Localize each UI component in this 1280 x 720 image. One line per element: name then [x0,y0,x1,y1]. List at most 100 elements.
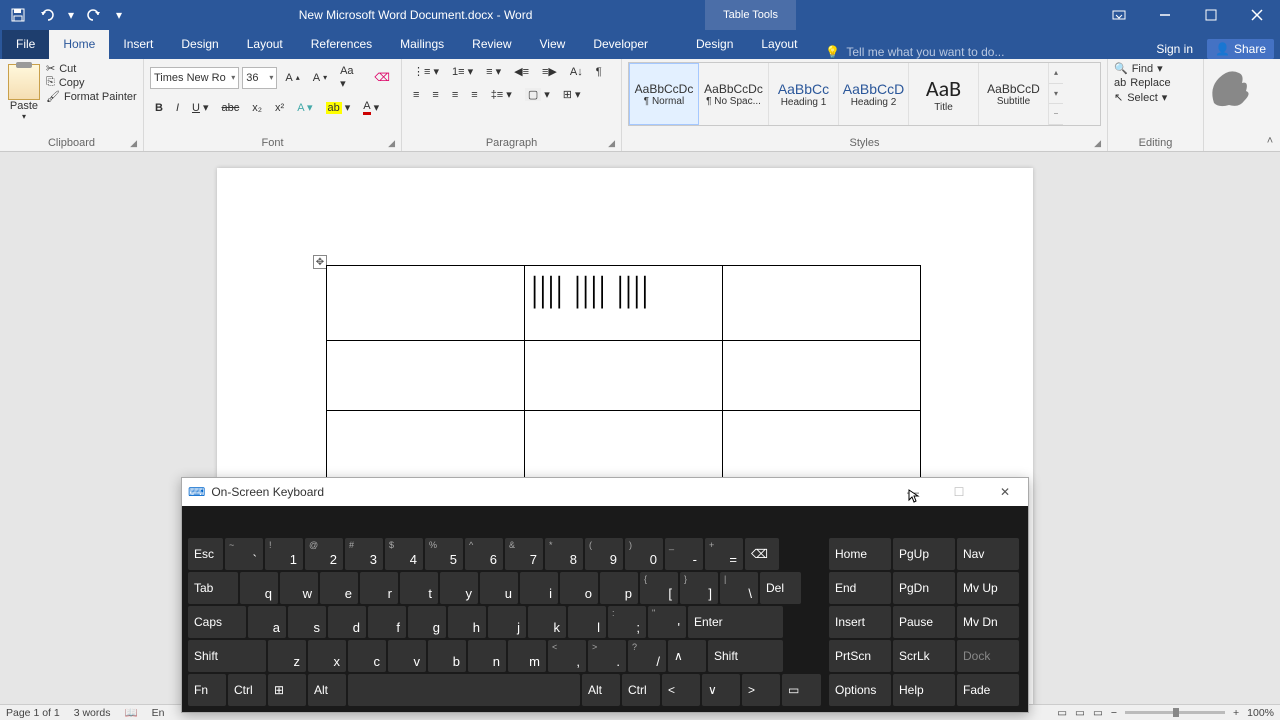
increase-indent-button[interactable]: ≡▶ [537,62,562,81]
change-case-button[interactable]: Aa ▾ [335,62,366,93]
osk-key-pgdn[interactable]: PgDn [893,572,955,604]
osk-key[interactable]: #3 [345,538,383,570]
align-right-button[interactable]: ≡ [447,86,463,104]
osk-key[interactable]: z [268,640,306,672]
osk-key[interactable]: q [240,572,278,604]
font-dialog-launcher[interactable]: ◢ [388,138,395,149]
osk-key-options[interactable]: Options [829,674,891,706]
osk-key[interactable]: j [488,606,526,638]
osk-key[interactable]: Alt [582,674,620,706]
table-cell[interactable] [327,341,525,411]
format-painter-button[interactable]: 🖌Format Painter [46,90,137,103]
tab-view[interactable]: View [526,30,580,59]
align-left-button[interactable]: ≡ [408,86,424,104]
tab-table-layout[interactable]: Layout [747,30,811,59]
osk-key-home[interactable]: Home [829,538,891,570]
table-cell[interactable] [525,341,723,411]
osk-key[interactable]: (9 [585,538,623,570]
styles-dialog-launcher[interactable]: ◢ [1094,138,1101,149]
osk-key[interactable]: %5 [425,538,463,570]
osk-maximize-button[interactable]: ☐ [936,478,982,506]
style-item[interactable]: AaBbCcDSubtitle [979,63,1049,125]
osk-key[interactable]: v [388,640,426,672]
osk-key[interactable]: *8 [545,538,583,570]
word-count[interactable]: 3 words [74,707,111,719]
osk-key[interactable]: Tab [188,572,238,604]
osk-close-button[interactable]: ✕ [982,478,1028,506]
osk-key[interactable]: Enter [688,606,783,638]
collapse-ribbon-button[interactable]: ˄ [1260,59,1280,151]
osk-key[interactable]: a [248,606,286,638]
save-button[interactable] [6,3,30,27]
qat-customize[interactable]: ▾ [112,3,126,27]
sort-button[interactable]: A↓ [565,63,588,81]
tab-developer[interactable]: Developer [579,30,662,59]
osk-key[interactable]: Ctrl [228,674,266,706]
gallery-more[interactable]: ⎯ [1049,104,1063,125]
osk-key[interactable]: k [528,606,566,638]
grow-font-button[interactable]: A▴ [280,69,304,87]
dragon-addin-icon[interactable] [1204,63,1254,113]
gallery-scroll-down[interactable]: ▾ [1049,84,1063,105]
table-move-handle[interactable]: ✥ [313,255,327,269]
tell-me-input[interactable]: 💡 Tell me what you want to do... [811,45,1146,59]
font-size-selector[interactable]: 36▾ [242,67,277,89]
osk-key-pgup[interactable]: PgUp [893,538,955,570]
read-mode-button[interactable]: ▭ [1057,707,1067,719]
line-spacing-button[interactable]: ‡≡ ▾ [486,85,517,104]
strikethrough-button[interactable]: abc [217,99,245,117]
text-effects-button[interactable]: A ▾ [292,98,317,117]
replace-button[interactable]: abReplace [1114,77,1197,89]
osk-key[interactable]: s [288,606,326,638]
tab-table-design[interactable]: Design [682,30,747,59]
osk-key-prtscn[interactable]: PrtScn [829,640,891,672]
osk-key[interactable]: $4 [385,538,423,570]
paste-button[interactable]: Paste ▾ [6,62,42,123]
font-color-button[interactable]: A ▾ [358,97,384,118]
osk-key[interactable]: |\ [720,572,758,604]
osk-key[interactable]: )0 [625,538,663,570]
select-button[interactable]: ↖Select ▾ [1114,91,1197,104]
decrease-indent-button[interactable]: ◀≡ [509,62,534,81]
shading-button[interactable]: ▢ ▾ [520,85,555,104]
osk-key[interactable]: ▭ [782,674,821,706]
underline-button[interactable]: U ▾ [187,98,213,117]
osk-key[interactable]: >. [588,640,626,672]
spellcheck-icon[interactable]: 📖 [124,706,137,719]
osk-key[interactable]: b [428,640,466,672]
osk-key[interactable]: &7 [505,538,543,570]
font-name-selector[interactable]: Times New Ro▾ [150,67,239,89]
osk-key-mv-dn[interactable]: Mv Dn [957,606,1019,638]
document-table[interactable]: |||| |||| |||| [326,265,921,481]
undo-button[interactable] [36,3,60,27]
osk-key[interactable]: < [662,674,700,706]
gallery-scroll-up[interactable]: ▴ [1049,63,1063,84]
table-cell[interactable]: |||| |||| |||| [525,266,723,341]
tab-review[interactable]: Review [458,30,525,59]
osk-key-end[interactable]: End [829,572,891,604]
osk-key[interactable]: g [408,606,446,638]
zoom-slider[interactable] [1125,711,1225,714]
share-button[interactable]: 👤 Share [1207,39,1274,59]
signin-button[interactable]: Sign in [1146,42,1203,56]
tab-mailings[interactable]: Mailings [386,30,458,59]
osk-key-insert[interactable]: Insert [829,606,891,638]
page-indicator[interactable]: Page 1 of 1 [6,707,60,719]
table-cell[interactable] [327,411,525,481]
superscript-button[interactable]: x² [270,99,289,117]
osk-key[interactable]: ∨ [702,674,740,706]
tab-home[interactable]: Home [49,30,109,59]
show-hide-button[interactable]: ¶ [591,63,607,81]
osk-key[interactable]: w [280,572,318,604]
subscript-button[interactable]: x₂ [247,99,267,117]
find-button[interactable]: 🔍Find ▾ [1114,62,1197,75]
table-cell[interactable] [723,266,921,341]
highlight-button[interactable]: ab ▾ [321,98,356,117]
maximize-button[interactable] [1188,0,1234,30]
osk-key[interactable]: "' [648,606,686,638]
style-item[interactable]: AaBTitle [909,63,979,125]
style-item[interactable]: AaBbCcDc¶ No Spac... [699,63,769,125]
table-cell[interactable] [723,341,921,411]
language-indicator[interactable]: En [152,707,165,719]
osk-key[interactable]: p [600,572,638,604]
